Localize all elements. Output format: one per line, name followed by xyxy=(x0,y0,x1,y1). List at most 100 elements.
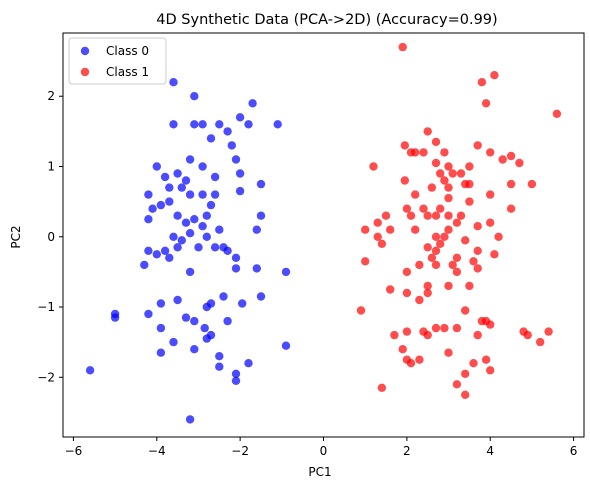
data-point xyxy=(185,190,195,199)
data-point xyxy=(110,313,120,322)
data-point xyxy=(381,211,391,220)
data-point xyxy=(423,211,432,220)
data-point xyxy=(198,222,207,231)
data-point xyxy=(194,243,203,252)
data-point xyxy=(402,288,412,298)
data-point xyxy=(200,323,209,333)
data-point xyxy=(256,179,266,189)
plot-frame xyxy=(62,32,585,438)
data-point xyxy=(440,148,449,157)
data-point xyxy=(377,239,387,248)
data-point xyxy=(411,190,420,199)
data-point xyxy=(506,151,516,161)
data-point xyxy=(206,134,216,143)
y-tick-label: 0 xyxy=(47,230,55,244)
data-point xyxy=(473,264,482,273)
data-point xyxy=(273,120,282,129)
data-point xyxy=(398,345,407,354)
y-axis-label: PC2 xyxy=(9,225,23,248)
data-point xyxy=(185,229,195,238)
data-point xyxy=(473,246,482,255)
x-tick-label: 6 xyxy=(570,444,578,458)
data-point xyxy=(223,316,232,326)
data-point xyxy=(436,239,445,248)
data-point xyxy=(185,155,195,164)
data-point xyxy=(198,162,207,171)
data-point xyxy=(235,186,245,196)
data-point xyxy=(190,345,199,354)
data-point xyxy=(256,211,266,220)
data-point xyxy=(452,380,462,389)
data-point xyxy=(148,204,157,213)
data-point xyxy=(144,215,153,224)
data-point xyxy=(486,366,495,375)
data-point xyxy=(215,225,224,234)
data-point xyxy=(238,299,247,308)
y-tick-label: −2 xyxy=(37,370,55,384)
plot-area: −6 −4 −2 0 2 4 6 −2 −1 0 1 2 xyxy=(37,32,585,458)
data-point xyxy=(173,295,182,305)
data-point xyxy=(431,232,441,241)
data-point xyxy=(423,288,432,298)
data-point xyxy=(190,316,199,326)
data-point xyxy=(227,141,236,150)
data-point xyxy=(423,330,432,340)
data-point xyxy=(198,190,207,199)
data-point xyxy=(419,204,428,213)
data-point xyxy=(165,183,174,192)
data-point xyxy=(436,204,445,213)
data-point xyxy=(465,197,474,206)
data-point xyxy=(415,260,424,270)
data-point xyxy=(400,141,409,150)
data-point xyxy=(481,99,491,108)
data-point xyxy=(406,211,416,220)
data-point xyxy=(252,225,261,234)
data-point xyxy=(431,323,441,333)
data-point xyxy=(506,179,516,189)
data-point xyxy=(461,306,470,315)
data-point xyxy=(444,183,453,192)
data-point xyxy=(165,253,174,262)
data-point xyxy=(486,190,495,199)
x-tick-label: 4 xyxy=(486,444,494,458)
data-point xyxy=(185,267,195,277)
data-point xyxy=(165,197,174,206)
data-point xyxy=(498,155,507,164)
data-point xyxy=(152,250,161,259)
data-point xyxy=(506,204,516,213)
data-point xyxy=(469,257,478,266)
data-point xyxy=(415,295,424,305)
data-point xyxy=(252,264,261,273)
data-point xyxy=(169,120,178,129)
data-point xyxy=(444,211,453,220)
data-point xyxy=(202,302,211,312)
data-point xyxy=(448,169,457,178)
data-point xyxy=(215,120,224,129)
data-point xyxy=(494,232,503,241)
data-point xyxy=(210,190,220,199)
data-point xyxy=(473,222,482,231)
data-point xyxy=(361,257,370,266)
data-point xyxy=(144,309,153,319)
data-point xyxy=(515,158,524,168)
data-point xyxy=(160,246,170,255)
data-point xyxy=(406,359,416,368)
data-point xyxy=(231,376,241,385)
data-point xyxy=(281,341,291,350)
data-point xyxy=(219,292,228,301)
data-point xyxy=(156,323,166,333)
data-point xyxy=(177,236,186,245)
x-axis-label: PC1 xyxy=(308,465,331,479)
data-point xyxy=(552,109,562,119)
data-point xyxy=(452,218,462,227)
data-point xyxy=(477,316,487,326)
data-point xyxy=(215,352,224,361)
data-point xyxy=(423,281,432,291)
legend-marker xyxy=(80,67,90,77)
data-point xyxy=(160,172,170,182)
data-point xyxy=(444,162,453,171)
legend-label: Class 1 xyxy=(106,65,149,79)
data-point xyxy=(436,169,445,178)
data-point xyxy=(486,218,495,227)
